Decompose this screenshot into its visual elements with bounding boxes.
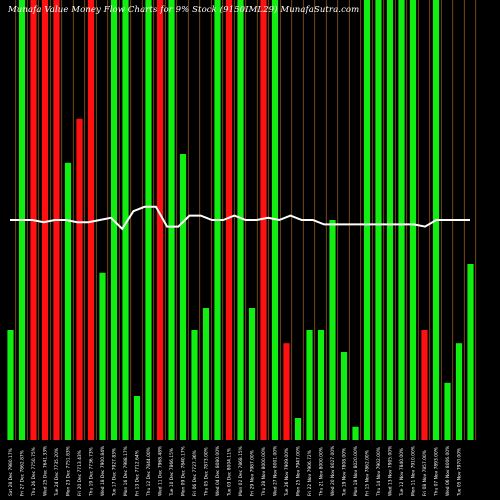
x-tick-label: Thu 26 Dec 7750.75% bbox=[31, 447, 37, 497]
bar-green bbox=[99, 272, 106, 440]
bar-green bbox=[133, 396, 141, 440]
bar-green bbox=[64, 162, 72, 441]
bar-red bbox=[76, 118, 83, 441]
x-tick-label: Thu 12 Dec 7844.00% bbox=[146, 447, 152, 497]
bar-green bbox=[340, 352, 348, 440]
bar-green bbox=[179, 154, 187, 440]
x-tick-label: Mon 18 Nov 8020.00% bbox=[353, 446, 359, 496]
bar-green bbox=[237, 0, 244, 440]
x-tick-label: Wed 06 Nov 8006.00% bbox=[445, 446, 451, 496]
x-tick-label: Fri 06 Dec 7727.36% bbox=[192, 450, 198, 496]
bar-red bbox=[283, 343, 290, 440]
x-tick-label: Mon 11 Nov 7910.00% bbox=[411, 446, 417, 496]
x-tick-label: Tue 24 Dec 7735.20% bbox=[54, 448, 60, 497]
x-tick-label: Tue 26 Nov 7909.00% bbox=[284, 448, 290, 497]
price-line bbox=[10, 205, 470, 231]
bar-red bbox=[225, 0, 233, 440]
x-tick-label: Mon 16 Dec 7988.17% bbox=[123, 446, 129, 496]
bar-green bbox=[444, 382, 451, 440]
x-tick-label: Mon 25 Nov 7947.00% bbox=[296, 446, 302, 496]
x-tick-label: Tue 12 Nov 7840.00% bbox=[399, 448, 405, 497]
bar-green bbox=[455, 343, 463, 440]
x-tick-label: Wed 18 Dec 7900.84% bbox=[100, 446, 106, 496]
x-tick-label: Thu 07 Nov 7893.00% bbox=[434, 447, 440, 497]
x-tick-label: Wed 04 Dec 8080.00% bbox=[215, 446, 221, 496]
x-tick-label: Wed 25 Dec 7641.33% bbox=[43, 446, 49, 496]
x-tick-label: Mon 23 Dec 7751.83% bbox=[66, 446, 72, 496]
x-tick-label: Tue 10 Dec 7866.15% bbox=[169, 448, 175, 497]
bars bbox=[7, 0, 474, 441]
bar-green bbox=[306, 330, 313, 440]
x-tick-label: Mon 09 Dec 7840.17% bbox=[181, 446, 187, 496]
bar-green bbox=[122, 0, 129, 440]
bar-green bbox=[168, 0, 175, 440]
x-tick-label: Fri 15 Nov 7862.00% bbox=[365, 450, 371, 496]
x-tick-label: Thu 05 Dec 7873.00% bbox=[204, 447, 210, 497]
grid-lines bbox=[15, 0, 477, 440]
x-tick-label: Thu 21 Nov 8000.00% bbox=[319, 447, 325, 497]
x-axis-labels: Sat 28 Dec 7980.17% Fri 27 Dec 7862.87% Th… bbox=[8, 446, 463, 497]
bar-red bbox=[156, 0, 164, 440]
x-tick-label: Tue 03 Dec 8004.11% bbox=[227, 448, 233, 497]
chart-title: Munafa Value Money Flow Charts for 9% St… bbox=[8, 5, 360, 15]
x-tick-label: Fri 29 Nov 7987.00% bbox=[250, 450, 256, 496]
bar-green bbox=[329, 220, 336, 440]
x-tick-label: Wed 27 Nov 8001.00% bbox=[273, 446, 279, 496]
bar-green bbox=[398, 0, 405, 440]
x-tick-label: Thu 14 Nov 7902.00% bbox=[376, 447, 382, 497]
x-tick-label: Fri 13 Dec 7712.64% bbox=[135, 450, 141, 496]
bar-red bbox=[260, 0, 267, 440]
bar-red bbox=[421, 330, 428, 440]
x-tick-label: Thu 19 Dec 7736.73% bbox=[89, 447, 95, 497]
x-tick-label: Mon 02 Dec 7868.15% bbox=[238, 446, 244, 496]
bar-green bbox=[294, 418, 302, 440]
bar-green bbox=[145, 0, 152, 440]
x-tick-label: Fri 22 Nov 7906.72% bbox=[307, 450, 313, 496]
bar-green bbox=[352, 426, 359, 440]
bar-red bbox=[87, 0, 95, 440]
x-tick-label: Tue 17 Dec 7927.83% bbox=[112, 448, 118, 497]
x-tick-label: Fri 08 Nov 7857.00% bbox=[422, 450, 428, 496]
bar-green bbox=[375, 0, 382, 440]
bar-green bbox=[248, 308, 256, 440]
x-tick-label: Sat 28 Dec 7980.17% bbox=[8, 448, 14, 496]
x-tick-label: Wed 20 Nov 8027.00% bbox=[330, 446, 336, 496]
series-line bbox=[10, 205, 470, 231]
bar-green bbox=[386, 0, 394, 440]
bar-green bbox=[467, 264, 474, 440]
bar-green bbox=[363, 0, 371, 440]
bar-green bbox=[409, 0, 417, 440]
bar-green bbox=[202, 308, 210, 440]
x-tick-label: Wed 13 Nov 7905.00% bbox=[388, 446, 394, 496]
bar-green bbox=[191, 330, 198, 440]
x-tick-label: Tue 19 Nov 7808.00% bbox=[342, 448, 348, 497]
bar-red bbox=[41, 0, 49, 440]
x-tick-label: Fri 27 Dec 7862.87% bbox=[20, 450, 26, 496]
x-tick-label: Wed 11 Dec 7968.48% bbox=[158, 446, 164, 496]
x-tick-label: Thu 28 Nov 8000.00% bbox=[261, 447, 267, 497]
x-tick-label: Fri 20 Dec 7713.43% bbox=[77, 450, 83, 496]
bar-green bbox=[317, 330, 325, 440]
bar-green bbox=[7, 330, 14, 440]
x-tick-label: Tue 05 Nov 7970.00% bbox=[457, 448, 463, 497]
